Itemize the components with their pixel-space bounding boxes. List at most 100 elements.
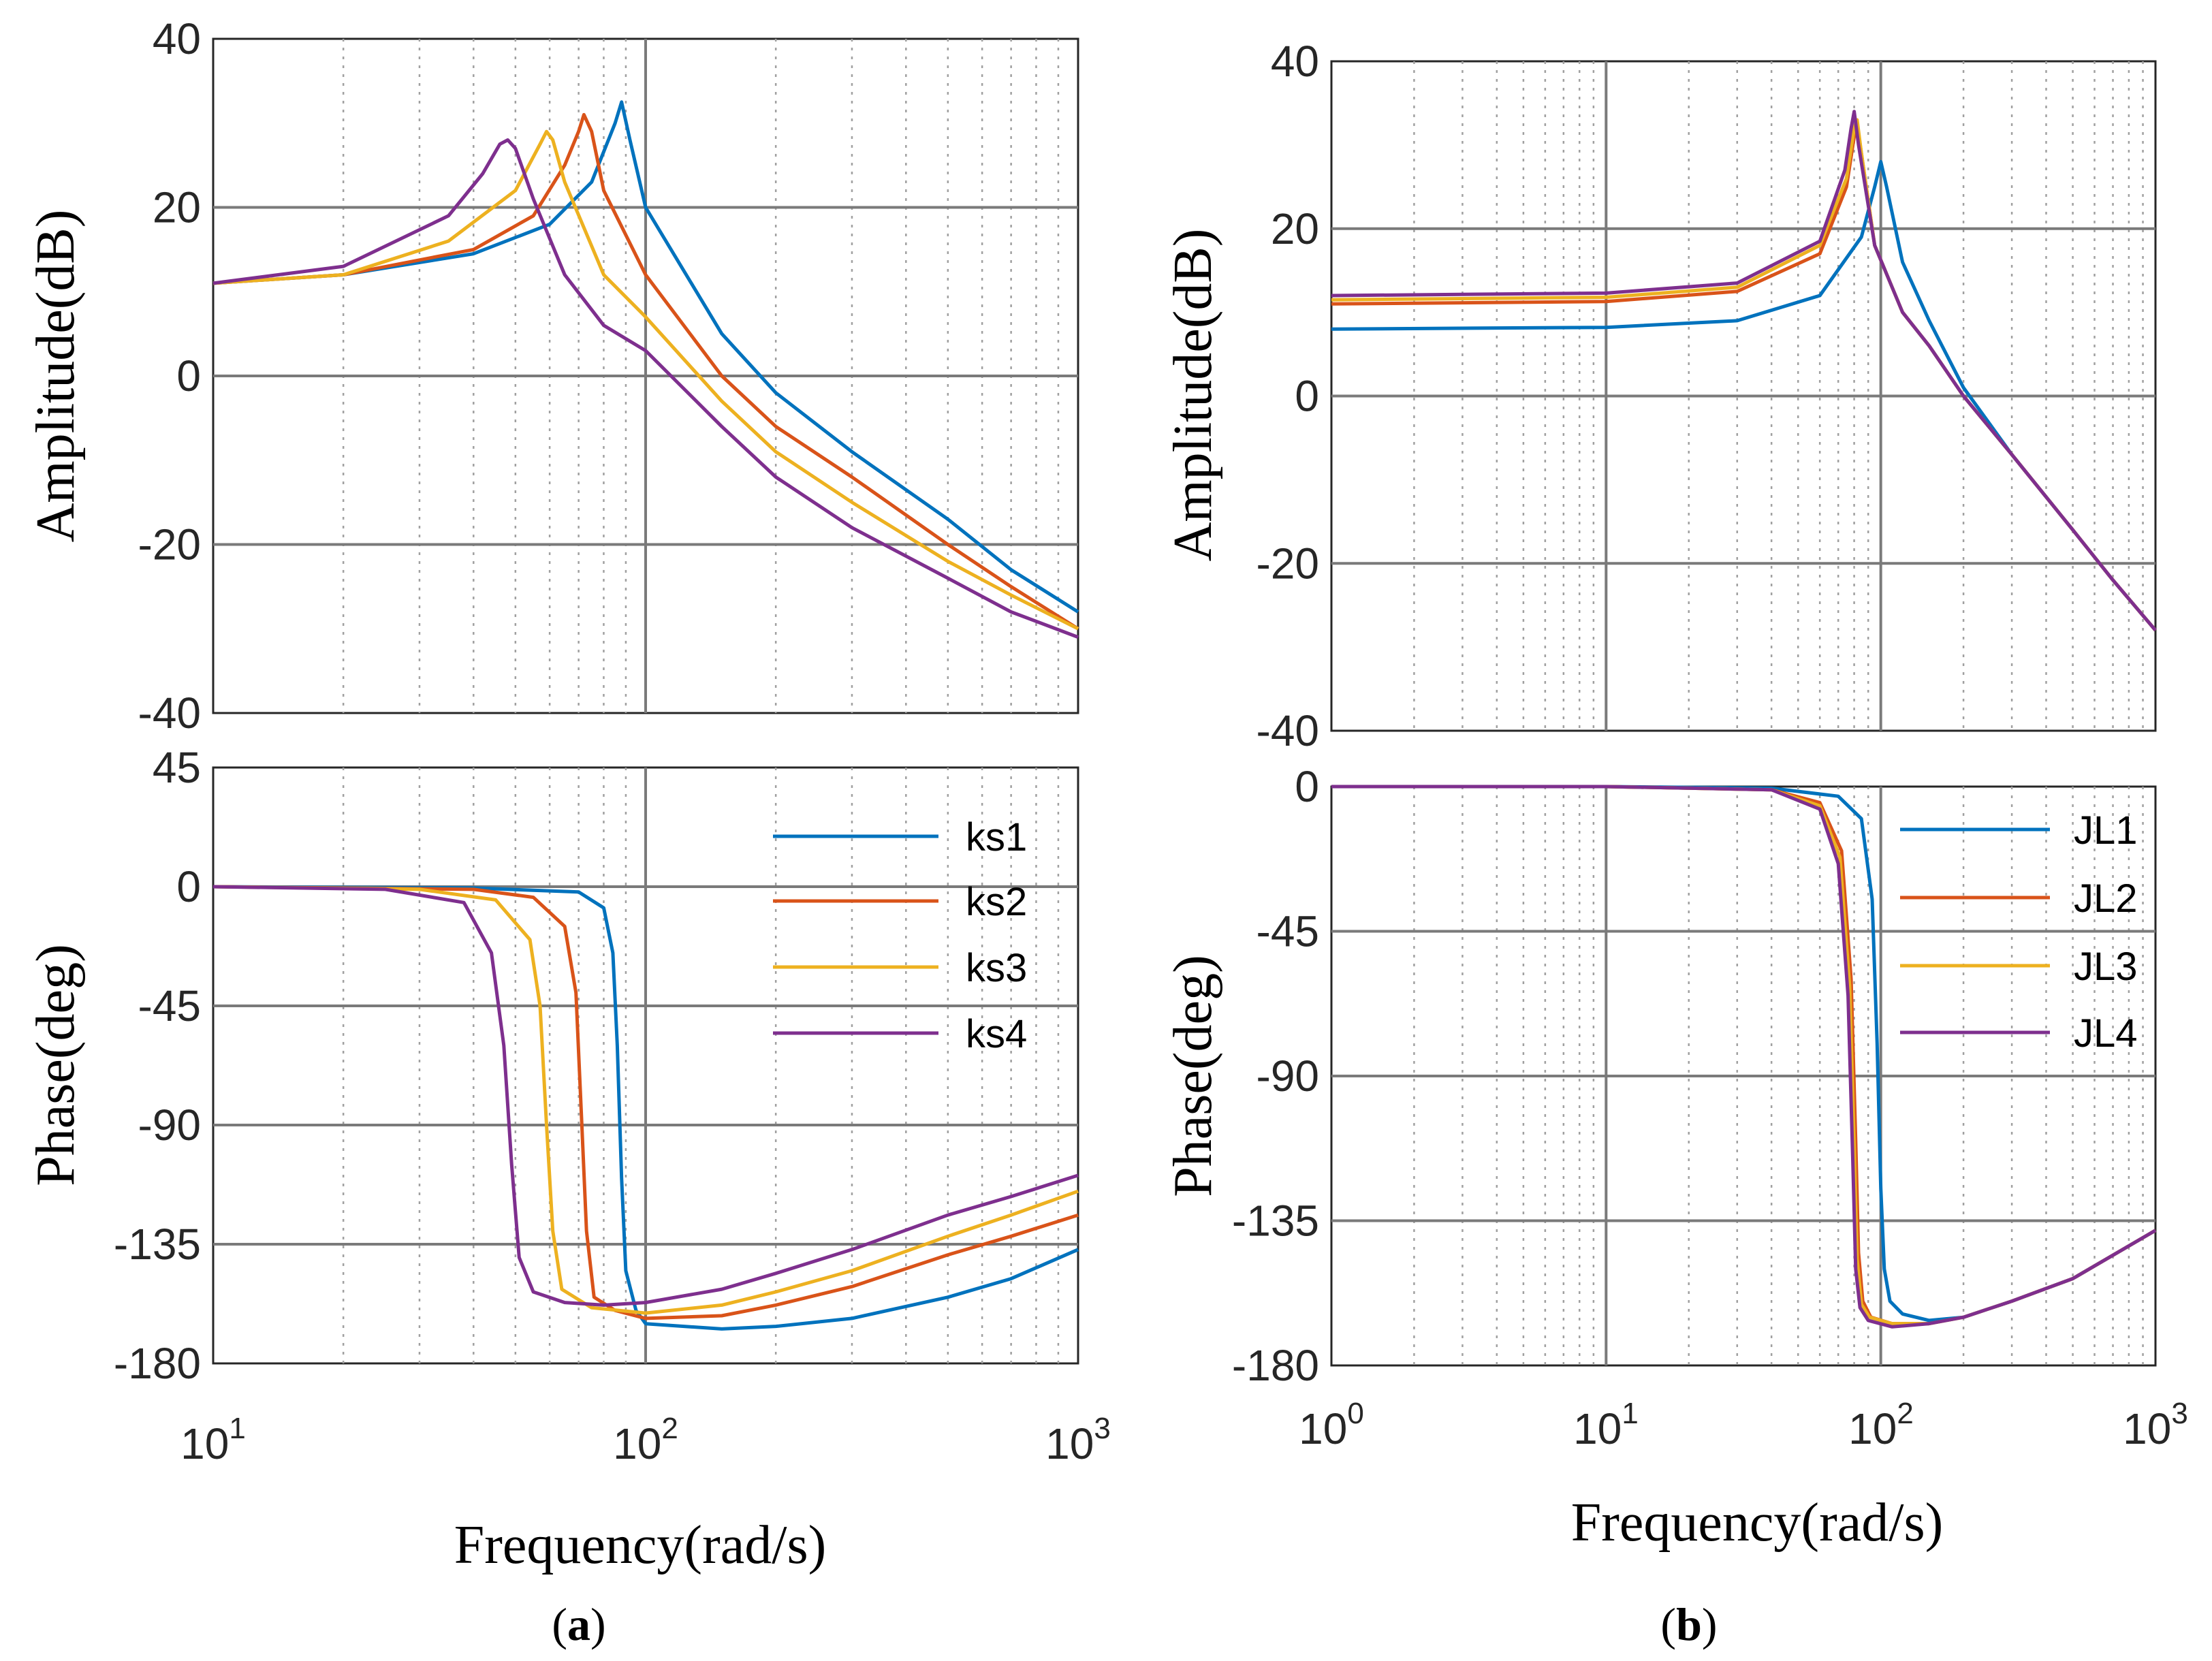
legend-entry-ks3: ks3 (773, 946, 1027, 990)
series-line-ks1 (212, 100, 1079, 614)
y-tick-label: 20 (153, 183, 201, 232)
x-tick-label: 103 (2123, 1397, 2188, 1453)
legend-label: JL3 (2074, 945, 2138, 989)
y-tick-label: -40 (1257, 706, 1320, 755)
series-line-JL4 (1331, 785, 2157, 1329)
tick-exponent: 1 (1622, 1397, 1638, 1430)
phase-plot-b: 0-45-90-135-180 Phase(deg) JL1 JL2 JL3 J (1163, 762, 2157, 1390)
x-axis-label: Frequency(rad/s) (454, 1515, 826, 1575)
x-tick-label: 103 (1045, 1412, 1111, 1468)
y-tick-label: -45 (138, 981, 202, 1030)
legend-label: ks3 (966, 946, 1027, 990)
y-tick-label: -180 (114, 1339, 201, 1388)
caption-letter: b (1676, 1598, 1702, 1650)
series-line-JL4 (1331, 110, 2157, 632)
grid (213, 39, 1078, 713)
series-line-ks3 (212, 129, 1079, 631)
grid (1331, 787, 2155, 1365)
caption-paren-open: ( (1660, 1598, 1676, 1650)
series-group (1331, 785, 2157, 1329)
y-tick-label: -90 (138, 1101, 202, 1150)
series-line-ks4 (212, 138, 1079, 639)
legend-entry-JL4: JL4 (1900, 1011, 2138, 1056)
legend-entry-ks1: ks1 (773, 815, 1027, 859)
tick-base: 10 (2123, 1404, 2171, 1453)
y-tick-label: -45 (1257, 907, 1320, 956)
y-tick-label: 0 (176, 351, 201, 400)
y-tick-label: -20 (138, 520, 202, 569)
series-line-ks1 (212, 885, 1079, 1331)
legend-label: ks1 (966, 815, 1027, 859)
y-tick-labels: 40 20 0 -20 -40 (1257, 37, 1320, 755)
y-tick-label: -40 (138, 689, 202, 738)
y-tick-label: -20 (1257, 539, 1320, 588)
grid (1331, 61, 2155, 731)
y-tick-label: 45 (153, 743, 201, 792)
caption-paren-close: ) (590, 1598, 606, 1650)
y-axis-label: Phase(deg) (26, 944, 86, 1186)
y-tick-label: -180 (1232, 1341, 1319, 1390)
series-group (1331, 110, 2157, 632)
caption-paren-open: ( (552, 1598, 567, 1650)
y-axis-label: Amplitude(dB) (1163, 229, 1223, 562)
series-group (212, 100, 1079, 639)
tick-base: 10 (1045, 1419, 1094, 1468)
y-tick-labels: 45 0 -45 -90 -135 -180 (114, 743, 201, 1388)
legend-entry-JL1: JL1 (1900, 808, 2138, 853)
x-tick-label: 102 (1848, 1397, 1914, 1453)
legend-entry-ks2: ks2 (773, 880, 1027, 924)
x-tick-label: 102 (613, 1412, 678, 1468)
phase-plot-a: 45 0 -45 -90 -135 -180 Phase(deg) ks1 ks2 ks3 (26, 743, 1079, 1388)
x-tick-label: 100 (1299, 1397, 1364, 1453)
tick-base: 10 (1299, 1404, 1347, 1453)
x-axis-label: Frequency(rad/s) (1571, 1493, 1943, 1553)
caption-letter: a (567, 1598, 590, 1650)
y-tick-label: -135 (114, 1220, 201, 1269)
tick-exponent: 0 (1347, 1397, 1363, 1430)
legend-label: ks4 (966, 1012, 1027, 1056)
y-tick-label: 0 (1295, 372, 1319, 421)
tick-exponent: 3 (1094, 1412, 1110, 1445)
legend: ks1 ks2 ks3 ks4 (773, 815, 1027, 1056)
tick-base: 10 (1573, 1404, 1622, 1453)
caption-b: (b) (1660, 1598, 1717, 1650)
series-line-ks4 (212, 885, 1079, 1307)
y-tick-label: -135 (1232, 1197, 1319, 1246)
y-tick-label: 0 (176, 862, 201, 911)
legend-entry-ks4: ks4 (773, 1012, 1027, 1056)
series-line-ks3 (212, 885, 1079, 1315)
y-tick-label: -90 (1257, 1051, 1320, 1101)
tick-exponent: 2 (1897, 1397, 1913, 1430)
caption-a: (a) (552, 1598, 605, 1650)
y-tick-labels: 40 20 0 -20 -40 (138, 14, 202, 738)
legend-label: ks2 (966, 880, 1027, 924)
series-group (212, 885, 1079, 1331)
x-tick-labels: 101 102 103 (180, 1412, 1111, 1468)
tick-base: 10 (613, 1419, 661, 1468)
x-tick-label: 101 (1573, 1397, 1639, 1453)
figure-a: 40 20 0 -20 -40 Amplitude(dB) 45 0 -45 -90 -135 -… (26, 14, 1111, 1650)
tick-base: 10 (1848, 1404, 1897, 1453)
legend-entry-JL3: JL3 (1900, 945, 2138, 989)
tick-exponent: 3 (2171, 1397, 2187, 1430)
y-tick-label: 0 (1295, 762, 1319, 811)
legend-label: JL1 (2074, 808, 2138, 853)
y-tick-label: 20 (1271, 204, 1319, 253)
y-tick-label: 40 (153, 14, 201, 63)
legend-label: JL4 (2074, 1011, 2138, 1056)
x-tick-label: 101 (180, 1412, 246, 1468)
amplitude-plot-b: 40 20 0 -20 -40 Amplitude(dB) (1163, 37, 2157, 755)
tick-exponent: 2 (661, 1412, 678, 1445)
legend-label: JL2 (2074, 876, 2138, 921)
y-axis-label: Phase(deg) (1163, 955, 1223, 1197)
amplitude-plot-a: 40 20 0 -20 -40 Amplitude(dB) (26, 14, 1079, 738)
series-line-ks2 (212, 112, 1079, 631)
legend-entry-JL2: JL2 (1900, 876, 2138, 921)
x-tick-labels: 100 101 102 103 (1299, 1397, 2188, 1453)
legend: JL1 JL2 JL3 JL4 (1900, 808, 2138, 1056)
grid (213, 768, 1078, 1363)
tick-base: 10 (180, 1419, 229, 1468)
caption-paren-close: ) (1702, 1598, 1718, 1650)
